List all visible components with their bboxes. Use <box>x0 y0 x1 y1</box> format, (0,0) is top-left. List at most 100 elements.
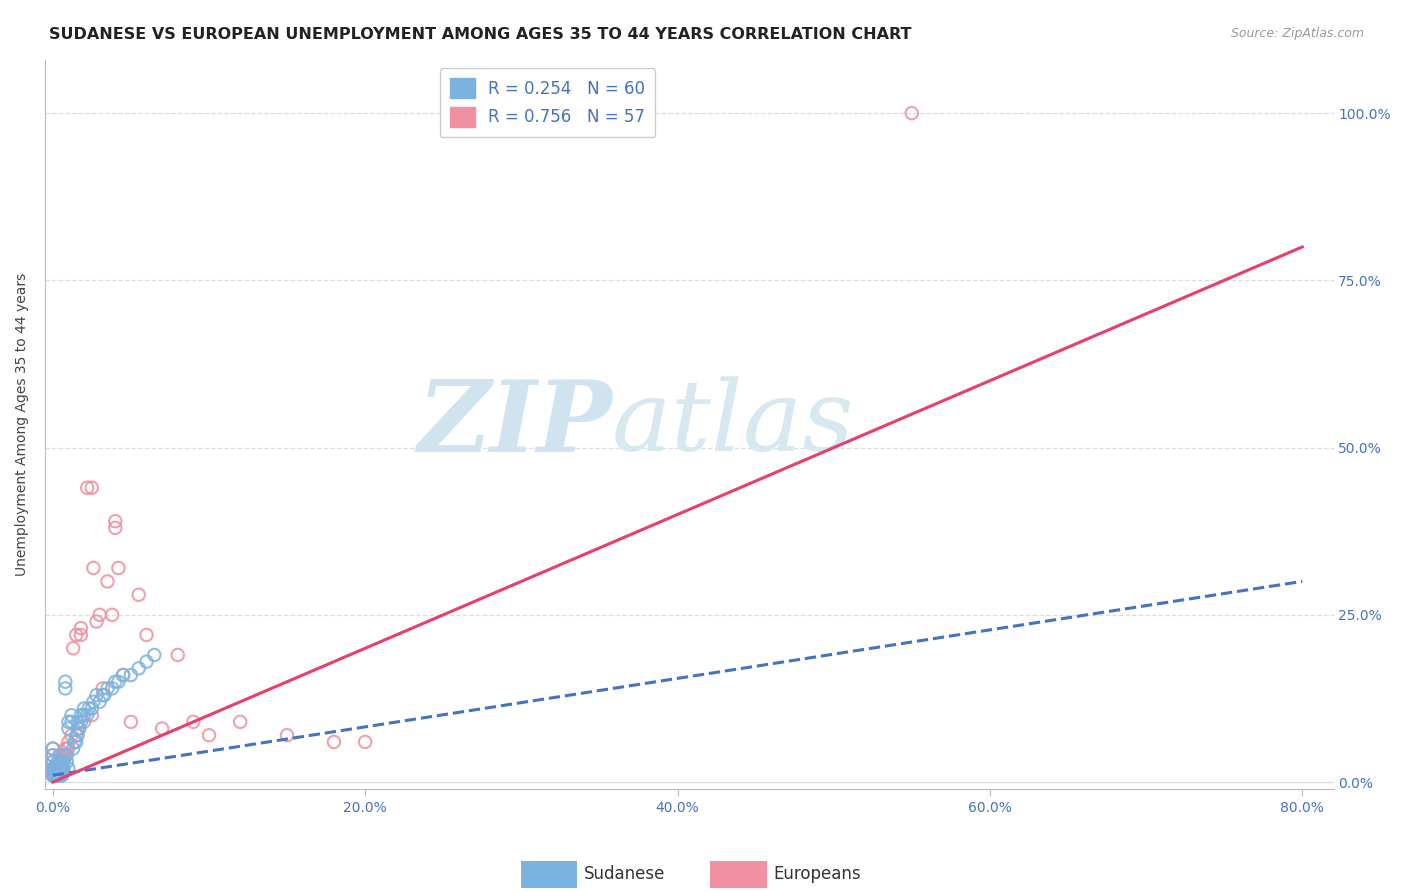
Point <box>86 688 108 702</box>
Point <box>143 648 166 662</box>
Point <box>45 768 67 782</box>
Point <box>60 728 83 742</box>
Point <box>48 762 70 776</box>
Point <box>82 561 104 575</box>
Point <box>104 674 127 689</box>
Point <box>96 681 118 696</box>
Point <box>91 681 114 696</box>
Text: Europeans: Europeans <box>773 865 862 883</box>
Point <box>276 728 298 742</box>
Point <box>44 762 66 776</box>
Point <box>89 607 111 622</box>
Point <box>229 714 252 729</box>
Point <box>42 762 65 776</box>
Text: atlas: atlas <box>612 376 855 472</box>
Point <box>42 748 65 763</box>
Point <box>107 674 129 689</box>
Point <box>96 574 118 589</box>
Point <box>183 714 205 729</box>
Point <box>66 722 89 736</box>
Point <box>82 695 104 709</box>
Point <box>42 755 65 769</box>
Point <box>42 768 65 782</box>
Point <box>42 768 65 782</box>
Point <box>49 755 72 769</box>
Point <box>63 735 86 749</box>
Point <box>51 762 73 776</box>
Point <box>46 768 69 782</box>
Text: ZIP: ZIP <box>418 376 612 473</box>
Point <box>58 741 80 756</box>
Point <box>48 755 70 769</box>
Point <box>120 714 142 729</box>
Point <box>52 748 75 763</box>
Point <box>58 722 80 736</box>
Point <box>44 768 66 782</box>
Point <box>112 668 135 682</box>
Point <box>53 674 76 689</box>
Point <box>73 708 96 723</box>
Point <box>901 106 924 120</box>
Point <box>135 628 157 642</box>
Point <box>51 762 73 776</box>
Point <box>65 628 87 642</box>
Point <box>53 741 76 756</box>
Point <box>53 748 76 763</box>
Point <box>58 735 80 749</box>
Point <box>66 714 89 729</box>
Point <box>49 768 72 782</box>
Point <box>51 755 73 769</box>
Point <box>73 714 96 729</box>
Y-axis label: Unemployment Among Ages 35 to 44 years: Unemployment Among Ages 35 to 44 years <box>15 273 30 576</box>
Point <box>46 762 69 776</box>
Point <box>42 762 65 776</box>
Point <box>52 755 75 769</box>
Point <box>42 755 65 769</box>
Point <box>166 648 188 662</box>
Point <box>62 741 84 756</box>
Point <box>354 735 377 749</box>
Point <box>322 735 344 749</box>
Point <box>44 768 66 782</box>
Point <box>42 748 65 763</box>
Point <box>48 748 70 763</box>
Point <box>135 655 157 669</box>
Point <box>46 762 69 776</box>
Point <box>104 521 127 535</box>
Point <box>56 741 79 756</box>
Text: Source: ZipAtlas.com: Source: ZipAtlas.com <box>1230 27 1364 40</box>
Point <box>49 762 72 776</box>
Point <box>52 755 75 769</box>
Point <box>70 621 93 635</box>
Point <box>62 641 84 656</box>
Point <box>70 628 93 642</box>
Point <box>91 688 114 702</box>
Point <box>112 668 135 682</box>
Point <box>76 481 98 495</box>
Point <box>80 701 103 715</box>
Text: SUDANESE VS EUROPEAN UNEMPLOYMENT AMONG AGES 35 TO 44 YEARS CORRELATION CHART: SUDANESE VS EUROPEAN UNEMPLOYMENT AMONG … <box>49 27 911 42</box>
Point <box>66 728 89 742</box>
Point <box>56 748 79 763</box>
Point <box>80 481 103 495</box>
Point <box>49 748 72 763</box>
Point <box>101 681 124 696</box>
Point <box>51 768 73 782</box>
Point <box>89 695 111 709</box>
Point <box>46 755 69 769</box>
Point <box>44 762 66 776</box>
Point <box>65 728 87 742</box>
Point <box>93 688 115 702</box>
Point <box>56 755 79 769</box>
Point <box>65 735 87 749</box>
Point <box>42 741 65 756</box>
Point <box>52 762 75 776</box>
Point <box>86 615 108 629</box>
Point <box>49 755 72 769</box>
Point <box>77 701 100 715</box>
Point <box>46 768 69 782</box>
Point <box>70 708 93 723</box>
Point <box>58 714 80 729</box>
Point <box>45 762 67 776</box>
Point <box>104 514 127 528</box>
